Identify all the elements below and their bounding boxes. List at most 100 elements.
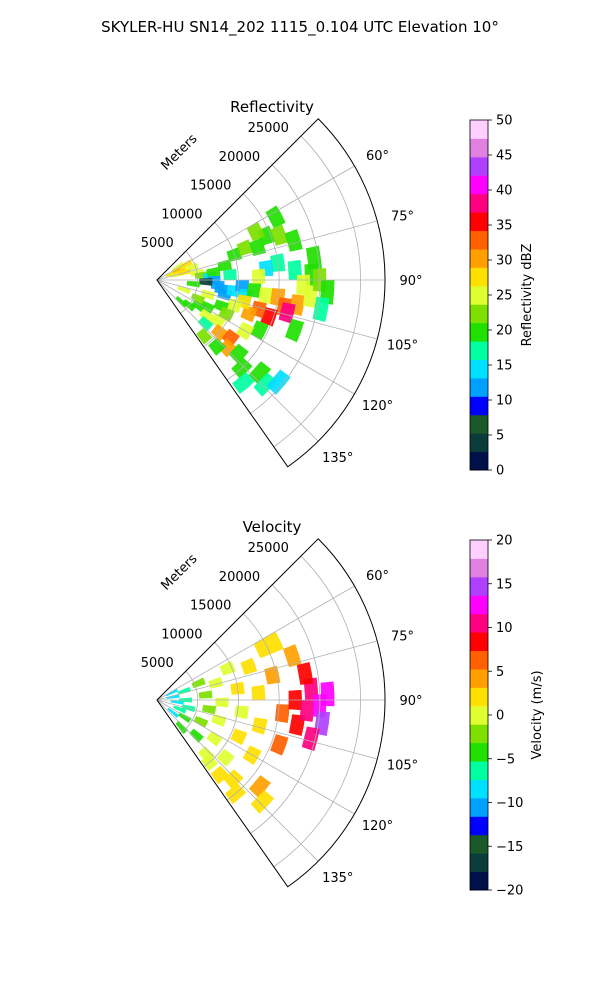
reflectivity-echo-cell bbox=[208, 337, 227, 356]
reflectivity-title: Reflectivity bbox=[230, 98, 314, 116]
velocity-colorbar-segment bbox=[470, 761, 488, 780]
reflectivity-echo-cell bbox=[305, 245, 322, 270]
velocity-colorbar-segment bbox=[470, 871, 488, 891]
reflectivity-echo-cell bbox=[217, 259, 232, 272]
reflectivity-azimuth-spoke bbox=[156, 279, 355, 395]
reflectivity-colorbar-segment bbox=[470, 120, 488, 139]
reflectivity-echo-cell bbox=[260, 306, 278, 327]
velocity-colorbar-segment bbox=[470, 724, 488, 744]
velocity-colorbar-segment bbox=[470, 705, 488, 725]
velocity-colorbar-segment bbox=[470, 816, 488, 836]
velocity-echo-cell bbox=[296, 661, 314, 685]
reflectivity-range-tick-label: 20000 bbox=[219, 150, 260, 165]
reflectivity-colorbar-segment bbox=[470, 451, 488, 471]
reflectivity-colorbar-tick-label: 15 bbox=[496, 359, 513, 374]
velocity-echo-cell bbox=[251, 684, 266, 700]
reflectivity-colorbar-segment bbox=[470, 341, 488, 360]
velocity-range-ring bbox=[203, 642, 239, 768]
reflectivity-colorbar-tick-label: 25 bbox=[496, 289, 513, 304]
velocity-azimuth-spoke bbox=[156, 699, 355, 815]
velocity-azimuth-spoke bbox=[156, 699, 378, 760]
velocity-echo-cell bbox=[215, 697, 229, 708]
velocity-echo-cell bbox=[216, 748, 235, 767]
reflectivity-colorbar-tick-label: 0 bbox=[496, 464, 504, 479]
reflectivity-echo-cell bbox=[246, 221, 265, 242]
velocity-colorbar-segment bbox=[470, 595, 488, 615]
velocity-echo-cell bbox=[175, 720, 189, 735]
velocity-echo-cell bbox=[177, 686, 191, 695]
reflectivity-range-ring bbox=[203, 222, 239, 348]
velocity-colorbar-segment bbox=[470, 687, 488, 707]
reflectivity-panel: Reflectivity 5000 10000 15000 20000 25000 60°… bbox=[141, 98, 535, 479]
reflectivity-colorbar-tick-label: 50 bbox=[496, 114, 513, 129]
reflectivity-range-tick-label: 10000 bbox=[161, 207, 202, 222]
velocity-echo-cell bbox=[248, 775, 271, 798]
reflectivity-polar-plot: 5000 10000 15000 20000 25000 60° 75° 90° 105° 120… bbox=[141, 118, 423, 468]
velocity-echo-cell bbox=[240, 657, 258, 675]
reflectivity-colorbar-segment bbox=[470, 414, 488, 434]
velocity-azimuth-tick-label: 120° bbox=[362, 819, 393, 834]
reflectivity-colorbar-segment bbox=[470, 433, 488, 453]
velocity-azimuth-spoke bbox=[156, 640, 378, 701]
velocity-echo-cell bbox=[251, 717, 268, 735]
reflectivity-echo-cell bbox=[221, 328, 241, 348]
velocity-echo-cell bbox=[189, 728, 204, 743]
velocity-echo-cell bbox=[208, 676, 224, 689]
reflectivity-colorbar-tick-label: 20 bbox=[496, 324, 513, 339]
velocity-azimuth-tick-label: 75° bbox=[391, 629, 414, 644]
reflectivity-echo-cell bbox=[248, 361, 272, 385]
reflectivity-echo-cell bbox=[265, 205, 286, 229]
velocity-echo-cell bbox=[253, 637, 273, 659]
velocity-colorbar-segment bbox=[470, 576, 488, 596]
velocity-echo-cell bbox=[202, 704, 217, 715]
reflectivity-colorbar-label: Reflectivity dBZ bbox=[520, 244, 535, 347]
reflectivity-echo-cell bbox=[198, 308, 215, 324]
reflectivity-echo-cell bbox=[171, 261, 185, 272]
reflectivity-colorbar-segment bbox=[470, 212, 488, 232]
velocity-colorbar-tick-label: 20 bbox=[496, 534, 513, 549]
velocity-title: Velocity bbox=[243, 518, 302, 536]
reflectivity-echo-cell bbox=[251, 268, 266, 284]
reflectivity-echo-cell bbox=[196, 328, 213, 345]
reflectivity-range-ring bbox=[226, 193, 280, 381]
velocity-colorbar-segment bbox=[470, 613, 488, 633]
reflectivity-azimuth-spoke bbox=[156, 165, 355, 281]
reflectivity-colorbar-segment bbox=[470, 359, 488, 379]
reflectivity-echo-cell bbox=[249, 237, 267, 256]
velocity-echo-cell bbox=[223, 769, 244, 790]
reflectivity-azimuth-spoke bbox=[156, 220, 378, 281]
reflectivity-azimuth-tick-label: 135° bbox=[322, 451, 353, 466]
velocity-colorbar-label: Velocity (m/s) bbox=[530, 670, 545, 759]
reflectivity-echo-cell bbox=[240, 305, 258, 323]
velocity-polar-plot: 5000 10000 15000 20000 25000 60° 75° 90° 105° 120… bbox=[141, 538, 423, 888]
reflectivity-azimuth-tick-label: 120° bbox=[362, 399, 393, 414]
reflectivity-echo-cell bbox=[270, 224, 289, 246]
velocity-range-ring bbox=[273, 555, 361, 868]
velocity-colorbar: −20 −15 −10 −5 0 5 10 15 20 bbox=[469, 534, 523, 899]
velocity-colorbar-segment bbox=[470, 797, 488, 817]
velocity-range-ring bbox=[180, 670, 199, 734]
velocity-echo-cell bbox=[193, 715, 209, 728]
velocity-range-axis-label: Meters bbox=[159, 551, 201, 593]
velocity-range-tick-label: 15000 bbox=[190, 599, 231, 614]
reflectivity-echo-cell bbox=[266, 369, 291, 395]
reflectivity-colorbar-segment bbox=[470, 230, 488, 250]
reflectivity-echo-cell bbox=[218, 306, 235, 322]
reflectivity-echo-cell bbox=[287, 259, 302, 280]
reflectivity-echo-cell bbox=[223, 268, 237, 280]
velocity-colorbar-tick-label: 10 bbox=[496, 621, 513, 636]
reflectivity-colorbar-tick-label: 40 bbox=[496, 184, 513, 199]
reflectivity-colorbar-segment bbox=[470, 304, 488, 324]
velocity-range-tick-label: 25000 bbox=[248, 541, 289, 556]
velocity-azimuth-tick-label: 105° bbox=[387, 759, 418, 774]
velocity-colorbar-tick-label: 0 bbox=[496, 709, 504, 724]
velocity-colorbar-tick-label: 5 bbox=[496, 665, 504, 680]
reflectivity-colorbar-segment bbox=[470, 248, 488, 268]
reflectivity-echo-cell bbox=[179, 259, 193, 270]
velocity-azimuth-spoke bbox=[156, 699, 319, 862]
velocity-echo-cell bbox=[165, 688, 179, 697]
reflectivity-range-ring bbox=[250, 164, 321, 414]
velocity-echo-cell bbox=[167, 707, 180, 718]
reflectivity-azimuth-spoke bbox=[156, 279, 319, 442]
